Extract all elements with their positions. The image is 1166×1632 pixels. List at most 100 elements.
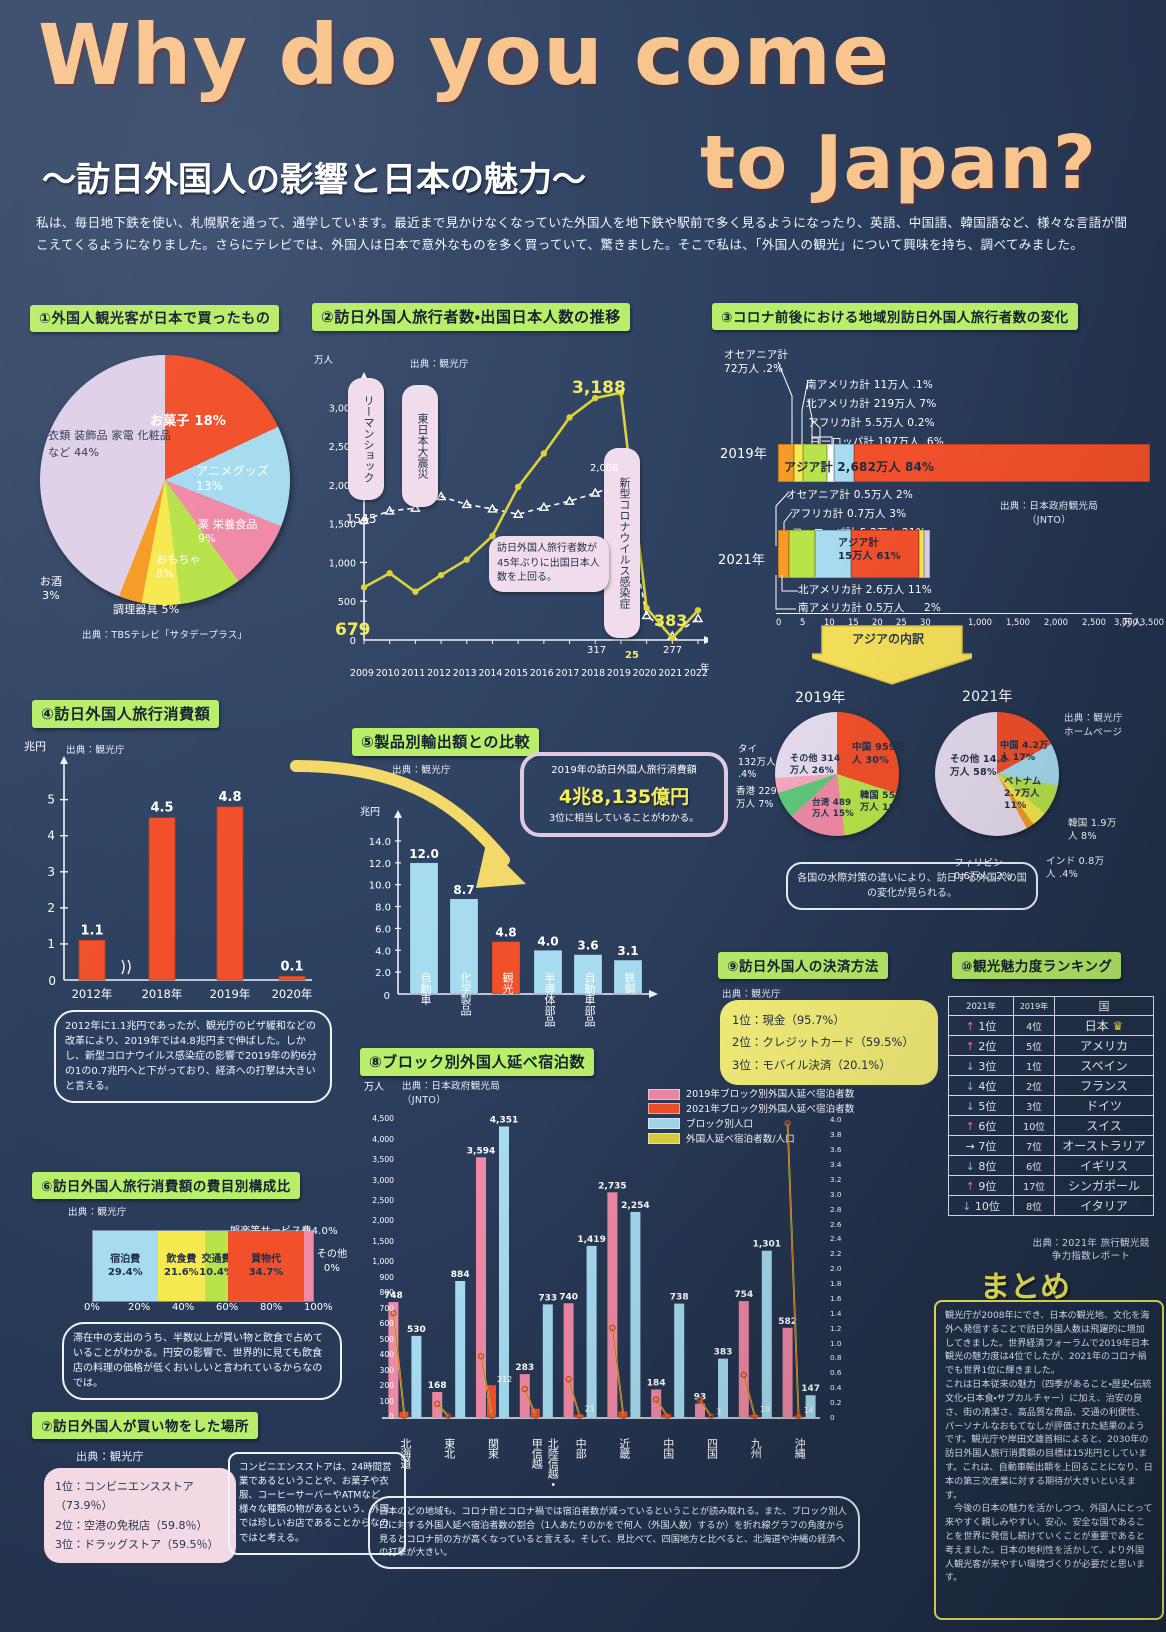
svg-text:6.0: 6.0 — [375, 924, 391, 935]
svg-text:748: 748 — [384, 1291, 403, 1301]
axis-tick-label: 40% — [172, 1302, 195, 1313]
rank-2019-cell: 5位 — [1013, 1035, 1055, 1056]
table-row[interactable]: ↑ 1位 4位 日本 ♛ — [948, 1015, 1154, 1036]
s3-stacked-bar-2021 — [778, 530, 931, 578]
secondary-y-tick-label: 0.2 — [830, 1398, 842, 1408]
x-tick-label: 近畿 — [617, 1438, 631, 1458]
x-tick-label: 2009 — [350, 668, 374, 679]
pie-2021-label-korea: 韓国 1.9万人 8% — [1068, 818, 1117, 842]
x-tick-label: 中部 — [574, 1438, 588, 1458]
svg-text:14: 14 — [804, 1406, 814, 1415]
pie-2019-label-taiwan: 台湾 489万人 15% — [812, 798, 854, 820]
y-tick-label: 4,000 — [372, 1134, 394, 1144]
rank-2021-cell: ↑ 9位 — [948, 1175, 1014, 1196]
pie-2021-label-vietnam: ベトナム 2.7万人 11% — [1004, 776, 1042, 811]
pie-2021-label-india: インド 0.8万人 .4% — [1046, 856, 1105, 880]
s3-2021-label-africa: アフリカ計 0.7万人 3% — [790, 508, 907, 520]
annotation-covid19: 新型コロナウイルス感染症 — [604, 448, 640, 638]
pie-slice-label-medicine: 薬 栄養食品 9% — [198, 518, 258, 545]
y-tick-label: 3,500 — [372, 1155, 394, 1165]
y-tick-label: 1,500 — [372, 1236, 394, 1246]
x-tick-label: 九州 — [749, 1438, 763, 1458]
table-row[interactable]: → 7位 7位 オーストラリア — [948, 1135, 1154, 1156]
x-tick-label: 20 — [872, 617, 883, 627]
section-7-heading-box: ⑦訪日外国人が買い物をした場所 — [32, 1412, 258, 1439]
section-6-outside-label-other: その他 0% — [316, 1249, 348, 1274]
section-8-y-tick-labels: 0 100 200 300 400 500 600 700 800 900 1,000 1,500 2,… — [360, 1098, 396, 1440]
pie-2021-label-china: 中国 4.2万人 17% — [1000, 740, 1049, 763]
trend-down-icon: ↓ — [965, 1159, 975, 1173]
table-row[interactable]: ↓ 10位 8位 イタリア — [948, 1195, 1154, 1216]
y-tick-label: 100 — [379, 1396, 395, 1406]
payment-method-1: 1位：現金（95.7%） — [732, 1013, 845, 1027]
trend-down-icon: ↓ — [965, 1059, 975, 1073]
line-point-label-2008: 2,008 — [590, 463, 619, 474]
section-5-source: 出典：観光庁 — [392, 765, 451, 776]
svg-text:733: 733 — [538, 1293, 557, 1303]
y-tick-label: 900 — [379, 1272, 395, 1282]
x-tick-label: 自動車 — [419, 972, 432, 1005]
composition-segment: 宿泊費 29.4% — [93, 1231, 158, 1301]
x-tick-label: 2018 — [581, 668, 606, 679]
payment-methods-list: 1位：現金（95.7%） 2位：クレジットカード（59.5%） 3位：モバイル決… — [720, 1000, 938, 1086]
travel-spend-bar-chart: 0 1 2 3 4 5 1.1 2012年 4.5 2018年 4.8 2019年 0.1 2020年 — [30, 752, 320, 1016]
s3-2019-label-south-america: 南アメリカ計 11万人 .1% — [806, 379, 934, 391]
stacked-segment — [918, 530, 925, 578]
section-6-heading-box: ⑥訪日外国人旅行消費額の費目別構成比 — [32, 1172, 300, 1199]
secondary-y-tick-label: 2.6 — [830, 1219, 842, 1229]
pie-slice-label-toys: おもちゃ 8% — [156, 553, 201, 580]
secondary-y-tick-label: 2.8 — [830, 1204, 842, 1214]
stacked-segment — [826, 444, 835, 482]
line-chart-x-labels: 2009 2010 2011 2012 2013 2014 2015 2016 2017 2018… — [318, 668, 710, 684]
stacked-segment — [814, 530, 852, 578]
x-tick-label: 2016 — [529, 668, 554, 679]
trend-flat-icon: → — [965, 1139, 975, 1153]
asia-breakdown-pie-2019 — [775, 712, 899, 836]
table-row[interactable]: ↑ 6位 10位 スイス — [948, 1115, 1154, 1136]
x-tick-label: 沖縄 — [793, 1438, 807, 1458]
y-tick-label: 1,000 — [372, 1257, 394, 1266]
section-7-heading: ⑦訪日外国人が買い物をした場所 — [32, 1412, 258, 1439]
table-row[interactable]: ↓ 4位 2位 フランス — [948, 1075, 1154, 1096]
legend-swatch — [648, 1088, 680, 1100]
table-row[interactable]: ↓ 8位 6位 イギリス — [948, 1155, 1154, 1176]
s3-2021-bottom-leader-lines — [775, 575, 798, 610]
table-row[interactable]: ↓ 5位 3位 ドイツ — [948, 1095, 1154, 1116]
svg-text:8.7: 8.7 — [453, 883, 474, 897]
section-4-note: 2012年に1.1兆円であったが、観光庁のビザ緩和などの改革により、2019年で… — [54, 1010, 332, 1103]
table-row[interactable]: ↓ 3位 1位 スペイン — [948, 1055, 1154, 1076]
table-row[interactable]: ↑ 9位 17位 シンガポール — [948, 1175, 1154, 1196]
svg-text:12.0: 12.0 — [409, 847, 439, 861]
line-point-label-317: 317 — [587, 645, 607, 656]
rank-2019-cell: 17位 — [1013, 1175, 1055, 1196]
y-tick-label: 200 — [379, 1381, 395, 1390]
x-tick-label: 鉄鋼 — [623, 972, 636, 994]
section-9-source: 出典：観光庁 — [722, 989, 781, 1000]
x-tick-label: 2,000 — [1044, 617, 1068, 627]
callout-value: 4兆8,135億円 — [558, 786, 690, 808]
trend-up-icon: ↑ — [965, 1019, 975, 1033]
shopping-place-2: 2位：空港の免税店（59.8％） — [55, 1518, 208, 1532]
svg-text:2,735: 2,735 — [598, 1181, 626, 1191]
pie-slice-label-apparel: 衣類 装飾品 家電 化粧品など 44% — [48, 429, 172, 459]
line-point-label-277: 277 — [663, 645, 683, 656]
x-tick-label: 30 — [920, 617, 931, 627]
spend-composition-stacked-bar: 宿泊費 29.4% 飲食費 21.6% 交通費 10.4% 買物代 34.7% — [92, 1230, 314, 1302]
stacked-segment — [803, 444, 827, 482]
x-tick-label: 2,500 — [1082, 617, 1106, 627]
section-6-note: 滞在中の支出のうち、半数以上が買い物と飲食で占めていることがわかる。円安の影響で… — [62, 1322, 342, 1400]
rank-2019-cell: 6位 — [1013, 1155, 1055, 1176]
country-cell: フランス — [1054, 1075, 1154, 1096]
country-cell: スペイン — [1054, 1055, 1154, 1076]
stacked-segment — [834, 444, 854, 482]
rank-2021-cell: ↓ 4位 — [948, 1075, 1014, 1096]
rank-2021-cell: ↑ 1位 — [948, 1015, 1014, 1036]
svg-text:4: 4 — [47, 829, 55, 843]
s3-2019-asia-inline-label: アジア計 2,682万人 84% — [784, 460, 935, 474]
x-tick-label: 1,000 — [968, 617, 992, 627]
svg-text:147: 147 — [801, 1384, 820, 1394]
rank-2019-cell: 1位 — [1013, 1055, 1055, 1076]
page-title-en-line2: to Japan? — [700, 120, 1097, 206]
table-row[interactable]: ↑ 2位 5位 アメリカ — [948, 1035, 1154, 1056]
secondary-y-tick-label: 2.2 — [830, 1249, 842, 1259]
